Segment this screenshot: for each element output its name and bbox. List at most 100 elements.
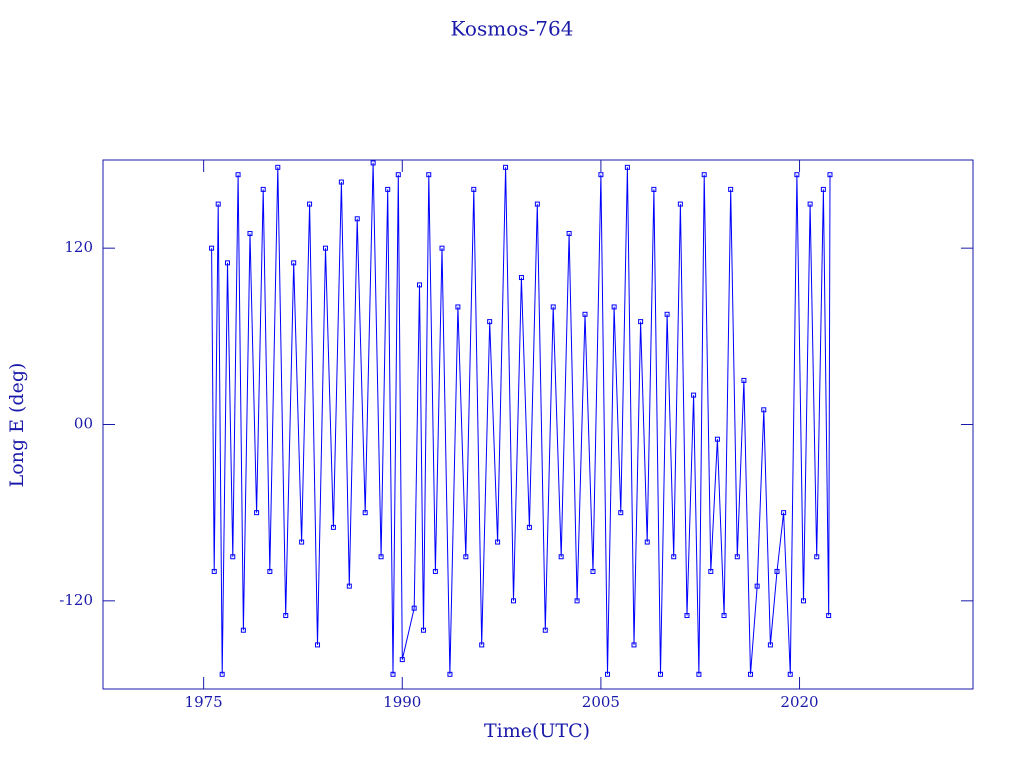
point-marker bbox=[416, 282, 422, 288]
point-marker bbox=[624, 164, 630, 170]
point-marker bbox=[558, 554, 564, 560]
point-marker bbox=[696, 671, 702, 677]
point-marker bbox=[471, 186, 477, 192]
point-marker bbox=[721, 613, 727, 619]
x-axis-label: Time(UTC) bbox=[484, 720, 590, 742]
point-marker bbox=[511, 598, 517, 604]
point-marker bbox=[767, 642, 773, 648]
point-marker bbox=[346, 583, 352, 589]
point-marker bbox=[479, 642, 485, 648]
point-marker bbox=[677, 201, 683, 207]
point-marker bbox=[574, 598, 580, 604]
x-tick-label: 1990 bbox=[383, 693, 421, 711]
point-marker bbox=[781, 510, 787, 516]
point-marker bbox=[826, 613, 832, 619]
point-marker bbox=[814, 554, 820, 560]
point-marker bbox=[362, 510, 368, 516]
point-marker bbox=[426, 172, 432, 178]
point-marker bbox=[439, 245, 445, 251]
point-marker bbox=[590, 568, 596, 574]
point-marker bbox=[518, 275, 524, 281]
point-marker bbox=[495, 539, 501, 545]
series-line bbox=[211, 162, 831, 675]
point-marker bbox=[211, 568, 217, 574]
point-marker bbox=[566, 230, 572, 236]
point-marker bbox=[664, 311, 670, 317]
y-tick-label: 00 bbox=[74, 415, 93, 433]
point-marker bbox=[338, 179, 344, 185]
point-marker bbox=[315, 642, 321, 648]
point-marker bbox=[691, 392, 697, 398]
point-marker bbox=[432, 568, 438, 574]
point-marker bbox=[734, 554, 740, 560]
point-marker bbox=[611, 304, 617, 310]
point-marker bbox=[267, 568, 273, 574]
point-marker bbox=[801, 598, 807, 604]
point-marker bbox=[395, 172, 401, 178]
point-marker bbox=[582, 311, 588, 317]
point-marker bbox=[209, 245, 215, 251]
point-marker bbox=[503, 164, 509, 170]
point-marker bbox=[487, 319, 493, 325]
point-marker bbox=[651, 186, 657, 192]
point-marker bbox=[526, 524, 532, 530]
point-marker bbox=[247, 230, 253, 236]
point-marker bbox=[390, 671, 396, 677]
point-marker bbox=[794, 172, 800, 178]
point-marker bbox=[657, 671, 663, 677]
point-marker bbox=[542, 627, 548, 633]
point-marker bbox=[807, 201, 813, 207]
point-marker bbox=[550, 304, 556, 310]
point-marker bbox=[534, 201, 540, 207]
point-marker bbox=[370, 160, 376, 166]
point-marker bbox=[260, 186, 266, 192]
point-marker bbox=[455, 304, 461, 310]
point-marker bbox=[644, 539, 650, 545]
point-marker bbox=[618, 510, 624, 516]
point-marker bbox=[399, 657, 405, 663]
point-marker bbox=[307, 201, 313, 207]
point-marker bbox=[728, 186, 734, 192]
point-marker bbox=[230, 554, 236, 560]
point-marker bbox=[420, 627, 426, 633]
point-marker bbox=[299, 539, 305, 545]
point-marker bbox=[761, 407, 767, 413]
point-marker bbox=[354, 216, 360, 222]
point-marker bbox=[283, 613, 289, 619]
point-marker bbox=[385, 186, 391, 192]
point-marker bbox=[684, 613, 690, 619]
point-marker bbox=[598, 172, 604, 178]
point-marker bbox=[638, 319, 644, 325]
point-marker bbox=[411, 605, 417, 611]
point-marker bbox=[605, 671, 611, 677]
y-tick-label: 120 bbox=[64, 238, 93, 256]
chart-title: Kosmos-764 bbox=[451, 17, 574, 41]
point-marker bbox=[219, 671, 225, 677]
point-marker bbox=[240, 627, 246, 633]
point-marker bbox=[748, 671, 754, 677]
point-marker bbox=[378, 554, 384, 560]
point-marker bbox=[741, 377, 747, 383]
point-marker bbox=[275, 164, 281, 170]
x-tick-label: 1975 bbox=[185, 693, 223, 711]
x-tick-label: 2020 bbox=[780, 693, 818, 711]
point-marker bbox=[631, 642, 637, 648]
point-marker bbox=[215, 201, 221, 207]
point-marker bbox=[447, 671, 453, 677]
point-marker bbox=[774, 568, 780, 574]
point-marker bbox=[820, 186, 826, 192]
point-marker bbox=[714, 436, 720, 442]
point-marker bbox=[224, 260, 230, 266]
x-tick-label: 2005 bbox=[582, 693, 620, 711]
point-marker bbox=[827, 172, 833, 178]
point-marker bbox=[330, 524, 336, 530]
point-marker bbox=[754, 583, 760, 589]
point-marker bbox=[291, 260, 297, 266]
point-marker bbox=[787, 671, 793, 677]
point-marker bbox=[708, 568, 714, 574]
y-tick-label: -120 bbox=[59, 591, 93, 609]
point-marker bbox=[235, 172, 241, 178]
point-marker bbox=[254, 510, 260, 516]
y-axis-label: Long E (deg) bbox=[6, 363, 28, 488]
